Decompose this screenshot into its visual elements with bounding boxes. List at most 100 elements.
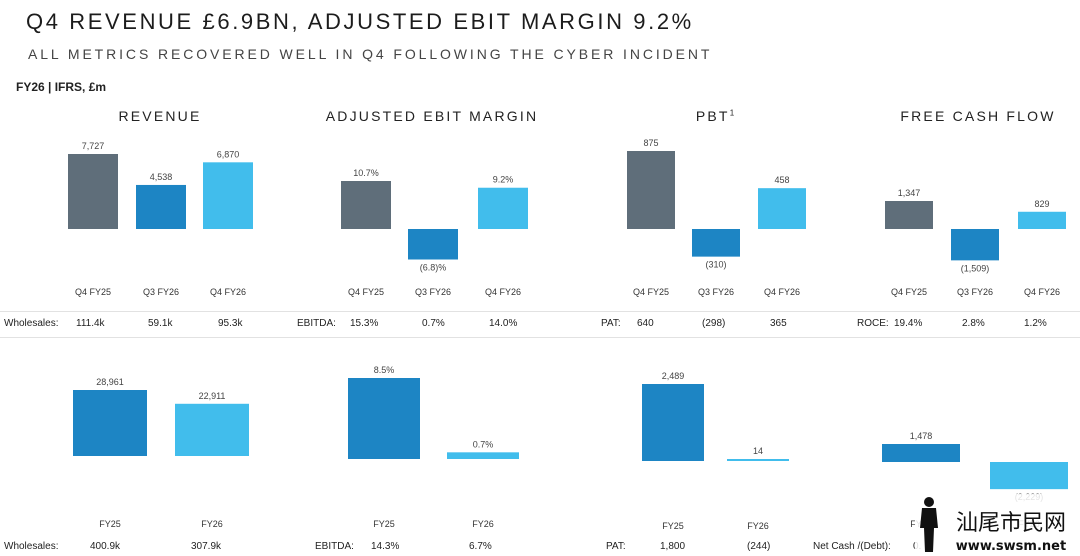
tick-label: FY26: [747, 521, 769, 531]
bar-free-cash-flow-quarterly-q4-fy26: [1018, 211, 1066, 229]
watermark-backdrop: [915, 494, 1080, 556]
bar-revenue-full-year-fy25: [73, 390, 147, 456]
page-title: Q4 REVENUE £6.9BN, ADJUSTED EBIT MARGIN …: [26, 9, 694, 34]
metric-label: EBITDA:: [297, 318, 336, 329]
tick-label: FY26: [201, 519, 223, 529]
tick-label: Q4 FY26: [210, 287, 246, 297]
data-label: 8.5%: [374, 365, 395, 375]
data-label: 9.2%: [493, 175, 514, 185]
metric-value: 640: [637, 318, 654, 329]
data-label: 22,911: [199, 391, 226, 401]
divider-middle: [0, 337, 1080, 338]
data-label: 7,727: [82, 141, 105, 151]
tick-label: FY26: [472, 519, 494, 529]
bar-free-cash-flow-quarterly-q3-fy26: [951, 229, 999, 261]
data-label: (1,509): [961, 263, 990, 273]
tick-label: Q4 FY26: [485, 287, 521, 297]
data-label: 4,538: [150, 172, 173, 182]
bar-free-cash-flow-quarterly-q4-fy25: [885, 201, 933, 229]
panel-title-revenue: REVENUE: [118, 108, 202, 124]
data-label: 829: [1034, 199, 1049, 209]
bar-adjusted-ebit-margin-full-year-fy26: [447, 452, 519, 459]
bar-free-cash-flow-full-year-fy25: [882, 444, 960, 462]
data-label: 2,489: [662, 371, 685, 381]
metric-value: (298): [702, 318, 726, 329]
metric-value: (244): [747, 541, 771, 552]
tick-label: Q4 FY26: [1024, 287, 1060, 297]
data-label: 1,478: [910, 431, 933, 441]
metric-value: 1.2%: [1024, 318, 1047, 329]
bar-revenue-quarterly-q3-fy26: [136, 184, 186, 229]
data-label: 1,347: [898, 188, 921, 198]
metrics-row-quarterly: Wholesales: 111.4k 59.1k 95.3k EBITDA: 1…: [0, 318, 1080, 332]
footnote-marker: 1: [729, 108, 735, 118]
metric-label: PAT:: [601, 318, 621, 329]
bar-adjusted-ebit-margin-quarterly-q4-fy25: [341, 181, 391, 229]
bar-pbt-full-year-fy26: [727, 459, 789, 461]
bar-pbt-quarterly-q3-fy26: [692, 229, 740, 257]
metric-value: 6.7%: [469, 541, 492, 552]
data-label: 14: [753, 446, 763, 456]
tick-label: Q3 FY26: [698, 287, 734, 297]
bar-adjusted-ebit-margin-quarterly-q4-fy26: [478, 187, 528, 229]
panel-title-free-cash-flow: FREE CASH FLOW: [900, 108, 1056, 124]
metric-value: 365: [770, 318, 787, 329]
bar-adjusted-ebit-margin-full-year-fy25: [348, 378, 420, 459]
bar-revenue-quarterly-q4-fy25: [68, 154, 118, 229]
metric-value: 19.4%: [894, 318, 923, 329]
metric-value: 2.8%: [962, 318, 985, 329]
bar-pbt-quarterly-q4-fy26: [758, 188, 806, 229]
metric-value: 307.9k: [191, 541, 222, 552]
metric-value: 14.3%: [371, 541, 400, 552]
metric-value: 59.1k: [148, 318, 173, 329]
metric-value: 400.9k: [90, 541, 121, 552]
tick-label: Q4 FY25: [75, 287, 111, 297]
tick-label: FY25: [373, 519, 395, 529]
page-subtitle: ALL METRICS RECOVERED WELL IN Q4 FOLLOWI…: [28, 46, 713, 62]
data-label: 458: [774, 175, 789, 185]
metric-label: PAT:: [606, 541, 626, 552]
bar-revenue-full-year-fy26: [175, 403, 249, 456]
tick-label: Q3 FY26: [143, 287, 179, 297]
bar-pbt-full-year-fy25: [642, 384, 704, 461]
metric-value: 0.7%: [422, 318, 445, 329]
data-label: 10.7%: [353, 168, 379, 178]
metric-value: 14.0%: [489, 318, 518, 329]
data-label: (6.8)%: [420, 263, 447, 273]
tick-label: FY25: [99, 519, 121, 529]
metric-label: Wholesales:: [4, 541, 59, 552]
bar-free-cash-flow-full-year-fy26: [990, 462, 1068, 490]
tick-label: Q4 FY25: [348, 287, 384, 297]
watermark-text: 汕尾市民网: [956, 511, 1066, 536]
site-watermark: 汕尾市民网 www.swsm.net: [915, 494, 1080, 556]
metric-label: Wholesales:: [4, 318, 59, 329]
tick-label: Q4 FY25: [891, 287, 927, 297]
tick-label: Q4 FY25: [633, 287, 669, 297]
bar-revenue-quarterly-q4-fy26: [203, 162, 253, 229]
metric-value: 15.3%: [350, 318, 379, 329]
watermark-url: www.swsm.net: [956, 539, 1066, 554]
reporting-basis: FY26 | IFRS, £m: [16, 80, 107, 94]
data-label: 875: [643, 138, 658, 148]
bar-adjusted-ebit-margin-quarterly-q3-fy26: [408, 229, 458, 260]
metric-label: ROCE:: [857, 318, 889, 329]
tick-label: Q4 FY26: [764, 287, 800, 297]
metrics-row-full-year: Wholesales: 400.9k 307.9k EBITDA: 14.3% …: [0, 541, 1080, 555]
tick-label: Q3 FY26: [957, 287, 993, 297]
metric-value: 111.4k: [76, 318, 105, 329]
tick-label: FY25: [662, 521, 684, 531]
bar-pbt-quarterly-q4-fy25: [627, 151, 675, 229]
data-label: 28,961: [96, 377, 124, 387]
metric-label: EBITDA:: [315, 541, 354, 552]
tick-label: Q3 FY26: [415, 287, 451, 297]
divider-top: [0, 311, 1080, 312]
metric-value: 95.3k: [218, 318, 243, 329]
panel-title-pbt: PBT1: [695, 108, 735, 124]
data-label: 0.7%: [473, 439, 494, 449]
metric-value: 1,800: [660, 541, 686, 552]
silhouette-figure: [920, 497, 938, 552]
panel-title-ebit-margin: ADJUSTED EBIT MARGIN: [325, 108, 539, 124]
data-label: 6,870: [217, 149, 240, 159]
data-label: (310): [705, 260, 726, 270]
